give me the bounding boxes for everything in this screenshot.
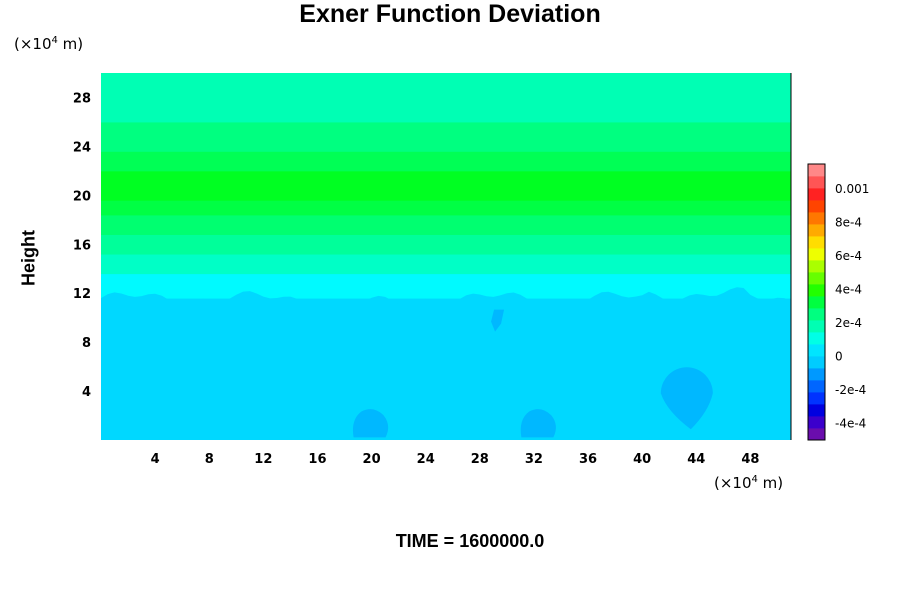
contour-band-5 <box>101 200 791 216</box>
x-tick-label: 24 <box>417 452 435 467</box>
colorbar-swatch <box>808 356 825 369</box>
colorbar-swatch <box>808 200 825 213</box>
colorbar-swatch <box>808 368 825 381</box>
x-tick-label: 20 <box>363 452 381 467</box>
contour-band-6 <box>101 170 791 201</box>
x-tick-labels: 4 8 12 16 20 24 28 32 36 40 44 48 <box>151 452 760 467</box>
colorbar-tick-label: 0.001 <box>835 182 869 196</box>
colorbar-swatch <box>808 308 825 321</box>
time-label: TIME = 1600000.0 <box>395 531 545 551</box>
contour-band-7 <box>101 151 791 172</box>
colorbar-swatch <box>808 416 825 429</box>
contour-band-1 <box>101 273 791 299</box>
colorbar-swatch <box>808 284 825 297</box>
anomaly-region-3 <box>491 309 505 332</box>
colorbar-swatch <box>808 176 825 189</box>
colorbar-swatch <box>808 380 825 393</box>
colorbar-swatch <box>808 248 825 261</box>
colorbar-swatch <box>808 296 825 309</box>
x-tick-label: 4 <box>151 452 160 467</box>
contour-band-9 <box>101 73 791 123</box>
contour-band-2 <box>101 254 791 275</box>
contour-band-3 <box>101 234 791 255</box>
colorbar-tick-label: 2e-4 <box>835 316 862 330</box>
chart-title: Exner Function Deviation <box>299 0 601 28</box>
x-tick-label: 48 <box>741 452 759 467</box>
x-tick-label: 44 <box>687 452 705 467</box>
colorbar-swatch <box>808 392 825 405</box>
x-tick-label: 40 <box>633 452 651 467</box>
colorbar-swatch <box>808 188 825 201</box>
y-tick-label: 12 <box>73 287 91 302</box>
anomaly-layer <box>352 309 713 438</box>
colorbar-swatch <box>808 260 825 273</box>
x-axis-unit: (×104 m) <box>714 474 784 492</box>
x-tick-label: 32 <box>525 452 543 467</box>
colorbar-tick-label: 4e-4 <box>835 282 862 296</box>
colorbar-tick-label: 6e-4 <box>835 249 862 263</box>
y-axis-unit: (×104 m) <box>14 35 84 53</box>
y-tick-label: 24 <box>73 140 91 155</box>
plot-area <box>101 73 791 440</box>
colorbar-tick-label: -4e-4 <box>835 416 866 430</box>
contour-boundary-low <box>101 287 791 440</box>
x-tick-label: 8 <box>205 452 214 467</box>
colorbar-swatch <box>808 164 825 177</box>
contour-band-8 <box>101 121 791 152</box>
colorbar: 0.001 8e-4 6e-4 4e-4 2e-4 0 -2e-4 -4e-4 <box>807 163 869 441</box>
y-tick-label: 8 <box>82 336 91 351</box>
colorbar-swatch <box>808 272 825 285</box>
y-tick-label: 20 <box>73 189 91 204</box>
x-tick-label: 12 <box>254 452 272 467</box>
anomaly-region-2 <box>660 367 713 430</box>
x-tick-label: 28 <box>471 452 489 467</box>
y-tick-labels: 4 8 12 16 20 24 28 <box>73 91 91 400</box>
y-tick-label: 16 <box>73 238 91 253</box>
y-tick-label: 28 <box>73 91 91 106</box>
colorbar-swatch <box>808 428 825 441</box>
contour-band-4 <box>101 214 791 235</box>
x-tick-label: 16 <box>308 452 326 467</box>
colorbar-swatch <box>808 344 825 357</box>
y-tick-label: 4 <box>82 385 91 400</box>
anomaly-region-1 <box>520 409 556 438</box>
anomaly-region-0 <box>352 409 389 438</box>
colorbar-tick-label: -2e-4 <box>835 383 866 397</box>
x-tick-label: 36 <box>579 452 597 467</box>
colorbar-swatch <box>808 224 825 237</box>
colorbar-swatch <box>808 236 825 249</box>
colorbar-frame <box>807 163 826 441</box>
colorbar-swatch <box>808 320 825 333</box>
colorbar-swatch <box>808 332 825 345</box>
colorbar-swatch <box>808 404 825 417</box>
colorbar-tick-label: 8e-4 <box>835 216 862 230</box>
colorbar-tick-label: 0 <box>835 349 843 363</box>
colorbar-swatch <box>808 212 825 225</box>
